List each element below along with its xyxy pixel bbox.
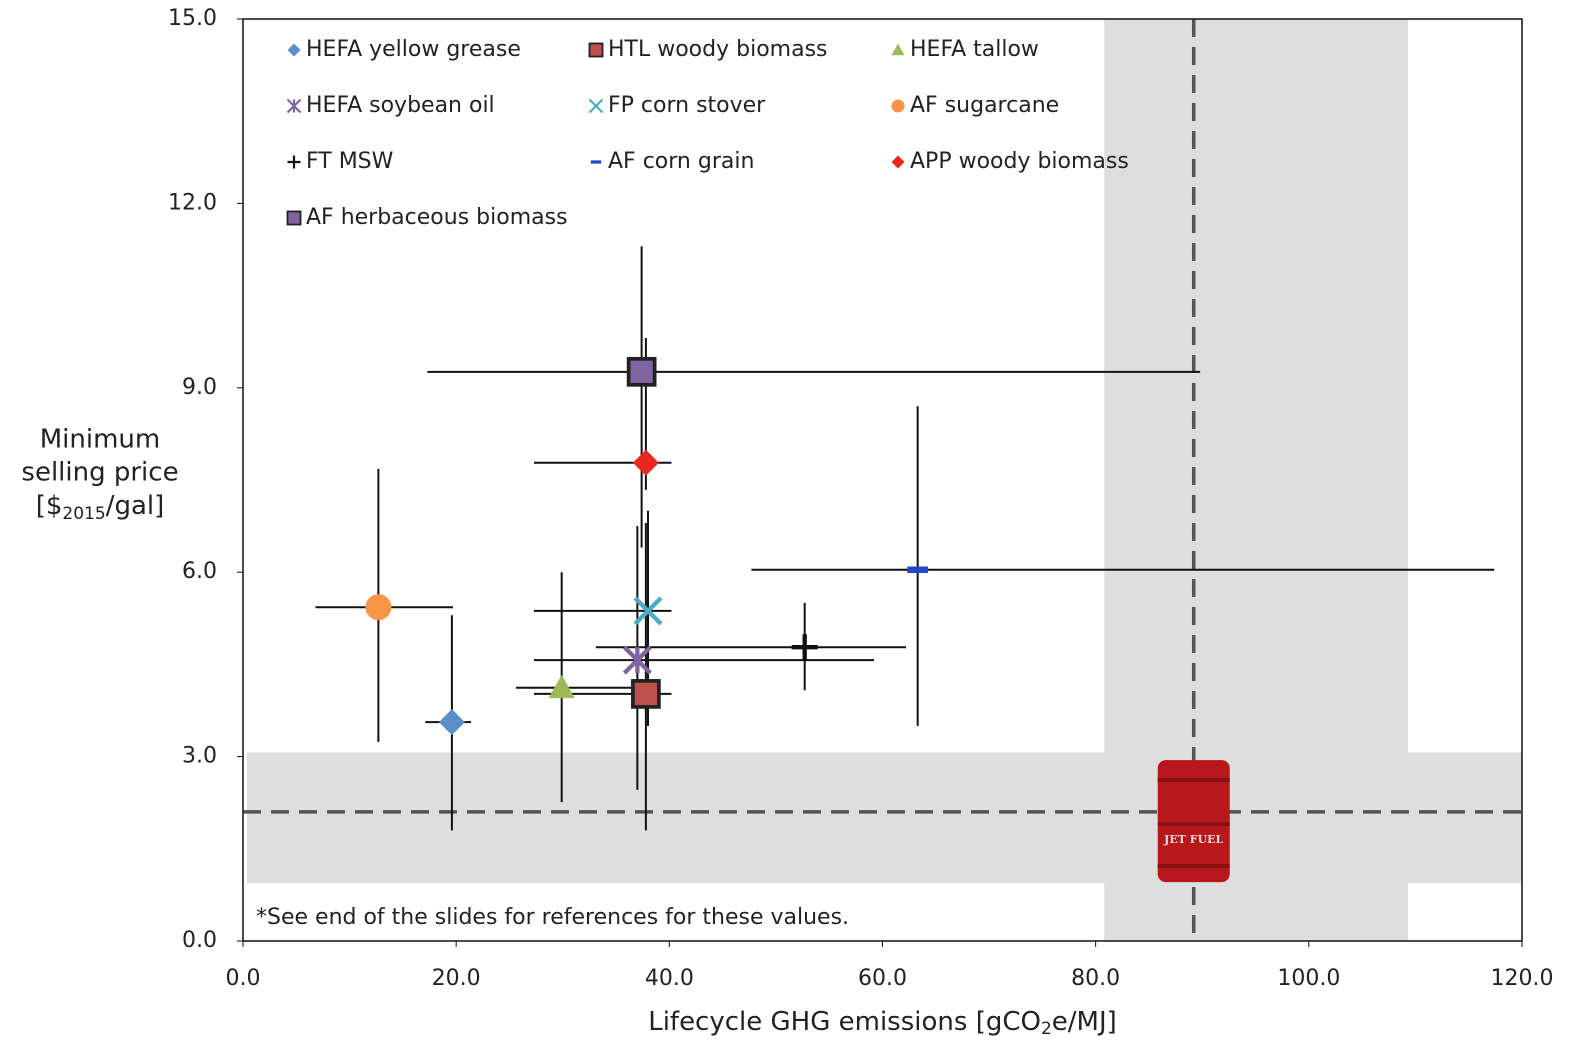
chart: JET FUEL 0.0 20.0 40.0 60.0 80.0 100.0 120.0 0.0…	[0, 0, 1573, 1042]
legend-label: HEFA soybean oil	[306, 93, 495, 118]
marker	[892, 156, 905, 169]
x-axis-label: Lifecycle GHG emissions [gCO2e/MJ]	[648, 1007, 1117, 1040]
x-tick-label: 100.0	[1277, 966, 1340, 991]
marker	[892, 100, 905, 113]
marker	[288, 156, 301, 169]
y-axis-label: [$2015/gal]	[36, 491, 165, 525]
legend-item: FP corn stover	[590, 93, 767, 118]
marker	[549, 675, 575, 698]
legend-label: FP corn stover	[608, 93, 766, 118]
y-axis-label: selling price	[21, 458, 178, 488]
marker	[590, 100, 603, 113]
x-tick-label: 120.0	[1491, 966, 1554, 991]
y-label-part: [$	[36, 491, 63, 521]
y-label-sub: 2015	[62, 504, 105, 524]
legend-label: FT MSW	[306, 149, 394, 174]
x-label-part: e/MJ]	[1052, 1007, 1117, 1037]
y-label-part: /gal]	[106, 491, 165, 521]
legend-item: HEFA tallow	[892, 37, 1039, 62]
legend-item: AF corn grain	[591, 149, 755, 174]
legend-label: HEFA tallow	[910, 37, 1039, 62]
marker	[633, 681, 659, 707]
y-axis-label: Minimum	[40, 425, 161, 455]
legend-item: HEFA soybean oil	[288, 93, 495, 118]
legend-label: APP woody biomass	[910, 149, 1129, 174]
barrel-rim	[1158, 864, 1230, 868]
legend-item: HEFA yellow grease	[288, 37, 521, 62]
note: *See end of the slides for references fo…	[256, 905, 849, 930]
x-tick-label: 20.0	[432, 966, 481, 991]
legend-item: APP woody biomass	[892, 149, 1129, 174]
marker	[892, 44, 905, 56]
marker	[288, 212, 301, 225]
y-tick-label: 15.0	[168, 6, 217, 31]
x-tick-label: 40.0	[645, 966, 694, 991]
legend-item: FT MSW	[288, 149, 394, 174]
marker	[907, 566, 928, 573]
x-label-part: Lifecycle GHG emissions [gCO	[648, 1007, 1041, 1037]
legend-item: HTL woody biomass	[590, 37, 828, 62]
legend-label: HEFA yellow grease	[306, 37, 521, 62]
legend-label: AF sugarcane	[910, 93, 1059, 118]
legend-label: AF herbaceous biomass	[306, 205, 568, 230]
marker	[439, 709, 465, 735]
x-tick-label: 0.0	[226, 966, 261, 991]
barrel-rim	[1158, 822, 1230, 826]
legend-label: AF corn grain	[608, 149, 754, 174]
x-tick-label: 80.0	[1071, 966, 1120, 991]
y-tick-label: 3.0	[182, 744, 217, 769]
marker	[792, 634, 818, 660]
marker	[365, 594, 391, 620]
marker	[591, 160, 601, 163]
band	[247, 752, 1522, 883]
marker	[288, 44, 301, 57]
y-tick-label: 12.0	[168, 190, 217, 215]
y-tick-label: 9.0	[182, 375, 217, 400]
marker	[629, 359, 655, 385]
y-tick-label: 6.0	[182, 559, 217, 584]
x-tick-label: 60.0	[858, 966, 907, 991]
marker	[590, 44, 603, 57]
legend-label: HTL woody biomass	[608, 37, 828, 62]
x-label-sub: 2	[1041, 1019, 1052, 1039]
barrel-label: JET FUEL	[1163, 833, 1223, 846]
y-tick-label: 0.0	[182, 928, 217, 953]
barrel: JET FUEL	[1158, 760, 1230, 882]
marker	[288, 100, 301, 113]
legend-item: AF sugarcane	[892, 93, 1060, 118]
marker	[633, 450, 659, 476]
barrel-rim	[1158, 778, 1230, 782]
legend-item: AF herbaceous biomass	[288, 205, 568, 230]
